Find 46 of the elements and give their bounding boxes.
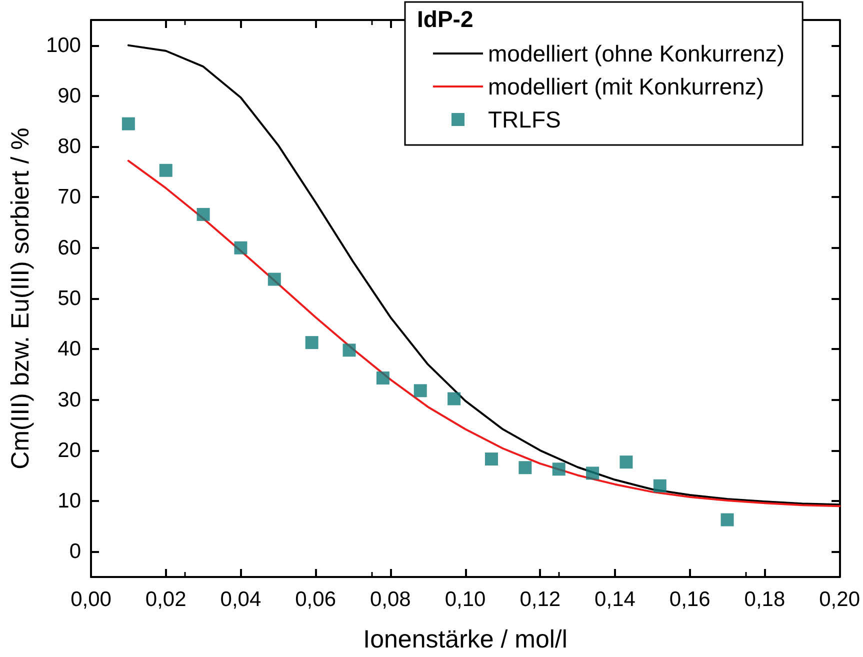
y-tick-label: 70	[58, 186, 81, 209]
point	[720, 513, 734, 526]
x-tick-label: 0,16	[669, 588, 710, 611]
line-series	[127, 160, 841, 508]
point	[484, 452, 498, 466]
x-tick-label: 0,14	[594, 588, 636, 611]
x-tick-label: 0,04	[220, 588, 262, 611]
x-tick-label: 0,00	[70, 588, 112, 611]
x-tick-label: 0,18	[744, 588, 786, 611]
y-axis-title: Cm(III) bzw. Eu(III) sorbiert / %	[6, 128, 34, 470]
point	[159, 164, 172, 177]
point	[122, 117, 135, 130]
point	[586, 466, 600, 480]
legend-title: IdP-2	[417, 6, 474, 33]
point	[196, 208, 210, 221]
point	[620, 456, 633, 469]
y-tick-label: 60	[58, 236, 81, 260]
point	[414, 384, 427, 398]
point	[653, 479, 666, 492]
point	[268, 272, 281, 286]
legend-label: modelliert (ohne Konkurrenz)	[488, 40, 785, 66]
point	[342, 344, 356, 357]
x-tick-label: 0,10	[444, 588, 486, 611]
point	[552, 462, 566, 476]
point	[234, 241, 248, 254]
x-tick-label: 0,06	[295, 588, 336, 611]
point	[376, 372, 390, 384]
y-tick-label: 0	[69, 540, 81, 564]
y-tick-label: 40	[58, 338, 81, 361]
y-tick-label: 100	[46, 34, 81, 57]
x-tick-label: 0,08	[370, 588, 411, 611]
y-tick-label: 90	[58, 84, 81, 108]
y-tick-label: 20	[58, 438, 81, 462]
point	[305, 336, 318, 350]
x-axis-title: Ionenstärke / mol/l	[363, 626, 568, 654]
point	[518, 461, 532, 474]
y-tick-label: 50	[58, 287, 81, 310]
legend-label: TRLFS	[488, 106, 561, 132]
x-tick-label: 0,02	[145, 588, 186, 611]
point	[448, 392, 461, 406]
y-tick-label: 10	[58, 490, 81, 513]
y-tick-label: 80	[58, 135, 81, 158]
legend-label: modelliert (mit Konkurrenz)	[488, 74, 764, 100]
x-tick-label: 0,12	[520, 588, 561, 611]
y-tick-label: 30	[58, 388, 81, 412]
x-tick-label: 0,20	[819, 588, 860, 611]
